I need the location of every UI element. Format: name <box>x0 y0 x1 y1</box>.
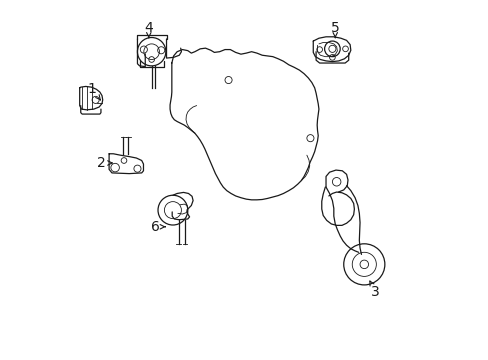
Text: 3: 3 <box>369 281 379 299</box>
Text: 1: 1 <box>87 82 100 100</box>
Text: 5: 5 <box>330 21 339 37</box>
Text: 2: 2 <box>96 156 112 170</box>
Text: 6: 6 <box>150 220 165 234</box>
Text: 4: 4 <box>144 21 153 37</box>
